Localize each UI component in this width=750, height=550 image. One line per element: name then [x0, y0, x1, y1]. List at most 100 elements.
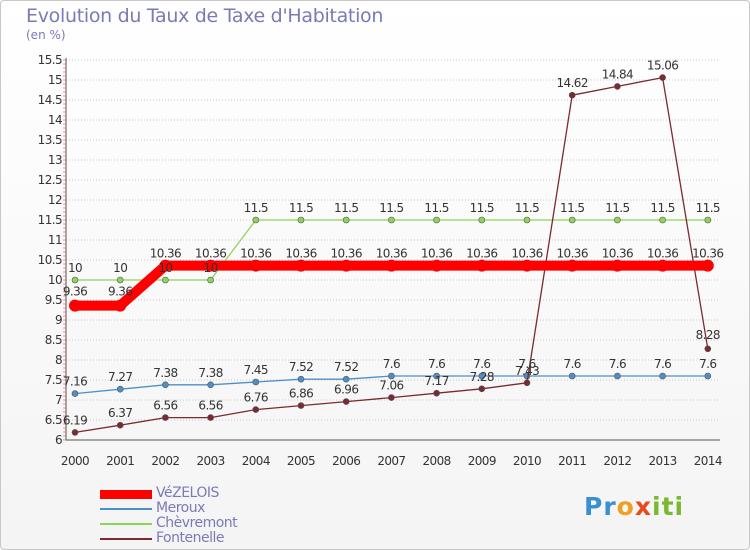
data-point	[568, 91, 576, 99]
data-point	[704, 216, 712, 224]
data-point	[162, 276, 169, 284]
y-tick-label: 10	[48, 273, 62, 287]
y-tick-label: 15.5	[38, 53, 62, 67]
data-label: 10	[113, 261, 127, 275]
data-point	[433, 216, 440, 224]
y-tick-label: 9.5	[45, 293, 62, 307]
data-point	[116, 276, 124, 284]
data-point	[162, 414, 169, 421]
data-label: 10.36	[511, 247, 542, 261]
data-label: 7.28	[470, 370, 494, 384]
data-label: 10	[68, 261, 82, 275]
data-label: 10.36	[647, 247, 678, 261]
y-tick-label: 11	[48, 233, 62, 247]
data-point	[475, 259, 488, 272]
legend-label: Fontenelle	[156, 530, 224, 546]
data-label: 6.19	[63, 413, 87, 427]
data-label: 11.5	[289, 201, 313, 215]
logo-letter: i	[652, 492, 662, 521]
x-tick-label: 2003	[197, 454, 225, 468]
data-label: 11.5	[696, 201, 720, 215]
data-label: 7.16	[63, 375, 87, 389]
y-tick-label: 14.5	[38, 93, 62, 107]
y-tick-label: 11.5	[38, 213, 62, 227]
data-label: 7.6	[428, 357, 445, 371]
y-tick-label: 6.5	[45, 413, 62, 427]
y-tick-label: 7	[55, 393, 62, 407]
series-layer	[69, 74, 714, 436]
data-label: 10.36	[285, 247, 316, 261]
data-point	[704, 372, 712, 380]
data-point	[568, 216, 576, 224]
data-point	[659, 372, 666, 380]
x-tick-label: 2001	[106, 454, 134, 468]
data-label: 7.6	[383, 357, 400, 371]
data-point	[433, 389, 440, 397]
data-point	[611, 259, 624, 272]
legend-swatch	[100, 523, 152, 525]
legend-swatch	[100, 489, 152, 499]
data-label: 11.5	[334, 201, 358, 215]
data-point	[659, 74, 666, 81]
x-tick-label: 2002	[151, 454, 179, 468]
data-label: 7.17	[424, 374, 448, 388]
data-label: 10.36	[421, 247, 452, 261]
data-label: 7.43	[515, 364, 539, 378]
y-tick-label: 13	[48, 153, 62, 167]
data-label: 6.86	[289, 387, 313, 401]
logo-letter: P	[584, 492, 604, 521]
y-tick-label: 7.5	[45, 373, 62, 387]
y-tick-label: 15	[48, 73, 62, 87]
data-label: 14.84	[602, 67, 633, 81]
axis-layer: 6 6.5 7 7.5 8 8.5 9 9.5 10 10.5 11 11.5 12 12.5 13 13.5…	[38, 53, 723, 468]
x-tick-label: 2006	[332, 454, 360, 468]
data-label: 7.27	[108, 370, 132, 384]
data-label: 9.36	[108, 285, 132, 299]
legend-swatch	[100, 508, 152, 510]
y-tick-label: 12.5	[38, 173, 62, 187]
data-label: 6.37	[108, 406, 132, 420]
data-label: 6.96	[334, 383, 358, 397]
data-point	[701, 259, 714, 272]
x-tick-label: 2004	[242, 454, 270, 468]
data-point	[523, 379, 531, 387]
data-label: 7.52	[334, 360, 358, 374]
data-point	[159, 259, 172, 272]
data-point	[204, 259, 217, 272]
data-point	[614, 216, 621, 224]
data-point	[433, 372, 440, 380]
data-point	[297, 216, 305, 224]
data-label: 8.28	[696, 328, 720, 342]
data-point	[207, 381, 214, 389]
y-tick-label: 13.5	[38, 133, 62, 147]
data-point	[478, 372, 486, 380]
data-point	[114, 299, 127, 312]
data-label: 11.5	[605, 201, 629, 215]
y-tick-label: 6	[55, 433, 62, 447]
data-point	[71, 276, 79, 284]
data-point	[523, 216, 531, 224]
data-label: 10.36	[240, 247, 271, 261]
data-label: 6.56	[198, 399, 222, 413]
data-label: 11.5	[515, 201, 539, 215]
data-point	[342, 398, 350, 405]
data-label: 10.36	[331, 247, 362, 261]
grid-layer	[66, 59, 720, 441]
data-label: 11.5	[560, 201, 584, 215]
data-label: 7.06	[379, 379, 403, 393]
data-label: 15.06	[647, 59, 678, 73]
y-tick-label: 8	[55, 353, 62, 367]
y-tick-label: 12	[48, 193, 62, 207]
logo-letter: o	[616, 492, 635, 521]
data-point	[566, 259, 579, 272]
x-tick-label: 2013	[649, 454, 677, 468]
data-label: 7.52	[289, 360, 313, 374]
logo-letter: x	[634, 492, 652, 521]
chart-unit: (en %)	[26, 28, 66, 42]
data-label: 7.38	[153, 366, 177, 380]
data-point	[71, 390, 79, 397]
data-label: 11.5	[424, 201, 448, 215]
